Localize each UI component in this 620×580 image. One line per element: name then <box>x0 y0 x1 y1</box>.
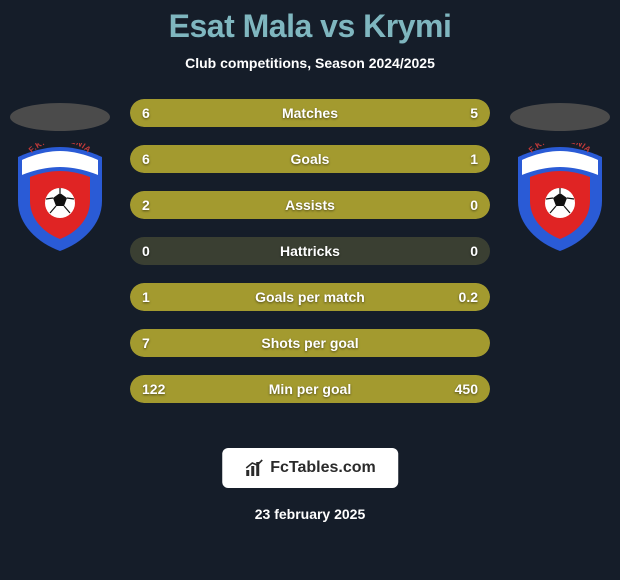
brand-text: FcTables.com <box>270 459 376 477</box>
page-title: Esat Mala vs Krymi <box>169 8 452 45</box>
bar-value-right: 0.2 <box>459 283 478 311</box>
bar-value-left: 6 <box>142 145 150 173</box>
bar-label: Hattricks <box>130 237 490 265</box>
stage: F.K. VLLAZNIA F.K. VLLAZNIA Matches65Goa… <box>0 71 620 580</box>
stat-bar: Matches6 5 <box>130 99 490 127</box>
shadow-ellipse-left <box>10 103 110 131</box>
bar-label: Goals per match <box>130 283 490 311</box>
bar-value-right: 0 <box>470 237 478 265</box>
stat-bar: Shots per goal7 <box>130 329 490 357</box>
bar-label: Goals <box>130 145 490 173</box>
bar-value-left: 0 <box>142 237 150 265</box>
bar-label: Assists <box>130 191 490 219</box>
bar-label: Shots per goal <box>130 329 490 357</box>
date-label: 23 february 2025 <box>255 506 366 522</box>
stat-bars: Matches65Goals61Assists20Hattricks00Goal… <box>130 99 490 403</box>
subtitle: Club competitions, Season 2024/2025 <box>185 55 435 71</box>
content-root: Esat Mala vs Krymi Club competitions, Se… <box>0 0 620 580</box>
bar-value-left: 1 <box>142 283 150 311</box>
brand-pill[interactable]: FcTables.com <box>222 448 398 488</box>
stat-bar: Goals per match1 0.2 <box>130 283 490 311</box>
bar-value-left: 2 <box>142 191 150 219</box>
brand-chart-icon <box>244 458 264 478</box>
shadow-ellipse-right <box>510 103 610 131</box>
bar-value-right: 450 <box>455 375 478 403</box>
bar-value-right: 0 <box>470 191 478 219</box>
club-badge-left: F.K. VLLAZNIA <box>10 143 110 253</box>
bar-label: Matches <box>130 99 490 127</box>
stat-bar: Assists2 0 <box>130 191 490 219</box>
stat-bar: Hattricks0 0 <box>130 237 490 265</box>
stat-bar: Goals6 1 <box>130 145 490 173</box>
bar-value-left: 6 <box>142 99 150 127</box>
bar-value-right: 5 <box>470 99 478 127</box>
bar-label: Min per goal <box>130 375 490 403</box>
bar-value-left: 122 <box>142 375 165 403</box>
bar-value-right: 1 <box>470 145 478 173</box>
bar-value-left: 7 <box>142 329 150 357</box>
club-badge-right: F.K. VLLAZNIA <box>510 143 610 253</box>
stat-bar: Min per goal122 450 <box>130 375 490 403</box>
